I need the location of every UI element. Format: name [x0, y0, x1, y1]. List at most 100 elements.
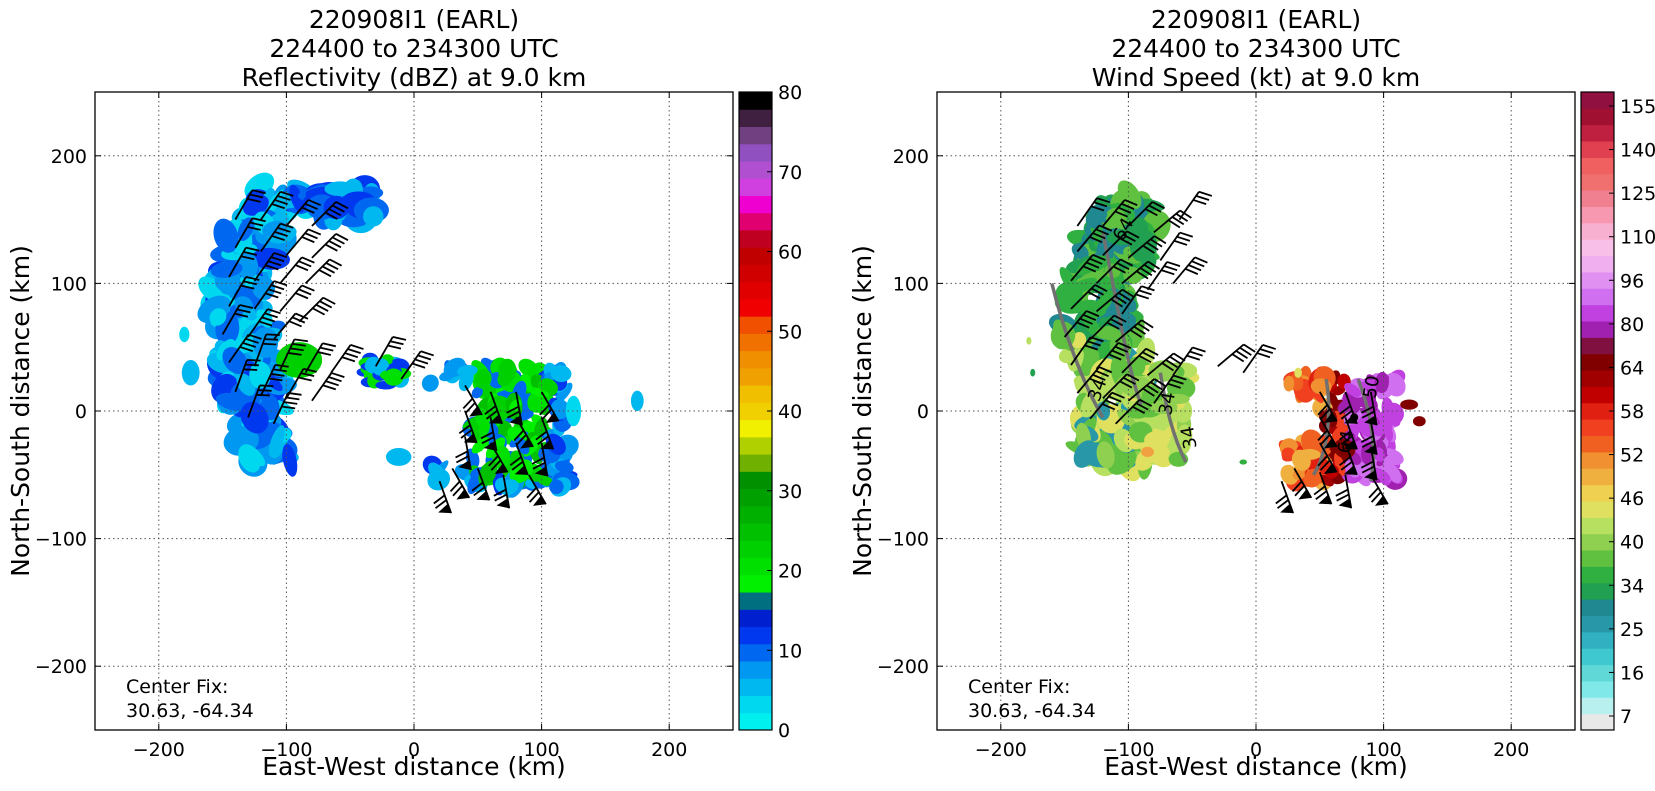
wind-barb-flag — [1126, 230, 1140, 239]
wind-barb — [234, 359, 261, 393]
wind-barb-pennant — [489, 414, 503, 424]
wind-barb-staff — [1319, 442, 1338, 473]
wind-barb — [285, 228, 322, 256]
wind-cell — [1096, 441, 1115, 469]
wind-cell — [1030, 368, 1036, 377]
wind-barb-flag — [420, 350, 434, 357]
wind-barb-flag — [1086, 310, 1100, 318]
wind-barb-flag — [509, 456, 522, 466]
wind-barb-flag — [1095, 228, 1109, 236]
wind-barb-flag — [506, 405, 520, 414]
wind-barb — [228, 276, 260, 307]
colorbar-segment — [1581, 108, 1614, 126]
wind-barb-staff — [253, 280, 275, 310]
wind-barb-flag — [1138, 354, 1152, 363]
wind-barb — [449, 467, 471, 500]
wind-barb-flag — [526, 487, 537, 499]
wind-barb-flag — [304, 232, 318, 240]
wind-barb-flag — [322, 296, 336, 305]
colorbar-segment — [1581, 550, 1614, 567]
wind-barb-flag — [1165, 359, 1178, 368]
wind-cell — [1382, 402, 1404, 425]
x-tick-label: 100 — [1365, 739, 1401, 761]
colorbar-segment — [739, 126, 772, 145]
wind-barb-flag — [270, 256, 285, 263]
echo-cell — [545, 433, 566, 455]
wind-barb-flag — [390, 340, 404, 346]
colorbar-segment — [1581, 370, 1614, 387]
wind-barb — [1368, 474, 1389, 506]
wind-barb — [1089, 391, 1125, 420]
wind-barb-flag — [317, 351, 331, 356]
wind-barb — [493, 474, 511, 509]
wind-barb — [298, 296, 336, 323]
wind-barb-staff — [1115, 319, 1143, 343]
colorbar-tick-label: 70 — [778, 162, 802, 184]
colorbar-segment — [739, 454, 772, 472]
wind-barb — [1076, 197, 1111, 227]
wind-barb-staff — [1121, 285, 1143, 315]
wind-barb-flag — [291, 316, 306, 324]
wind-barb — [1095, 288, 1135, 313]
colorbar-segment — [739, 178, 772, 196]
wind-barb — [253, 280, 288, 310]
wind-barb-flag — [434, 499, 447, 509]
wind-barb-flag — [1179, 231, 1194, 238]
colorbar-segment — [739, 298, 772, 317]
echo-cell — [457, 364, 478, 377]
wind-barb-flag — [273, 280, 288, 287]
wind-barb-flag — [1195, 194, 1210, 201]
wind-barb-flag — [1139, 267, 1153, 277]
wind-barb-flag — [1108, 395, 1122, 403]
echo-cell — [537, 475, 553, 486]
wind-barb-pennant — [1364, 415, 1377, 426]
wind-barb-staff — [1115, 399, 1141, 425]
wind-barb-flag — [1361, 410, 1375, 419]
wind-barb-staff — [1102, 373, 1128, 399]
colorbar-segment — [739, 574, 772, 593]
wind-barb-flag — [287, 392, 302, 396]
colorbar-segment — [739, 557, 772, 576]
colorbar-segment — [1581, 680, 1614, 698]
center-fix-value: 30.63, -64.34 — [968, 700, 1096, 722]
wind-barb-flag — [265, 292, 279, 299]
colorbar-segment — [1581, 271, 1614, 289]
colorbar-segment — [739, 316, 772, 334]
wind-barb-flag — [1110, 298, 1123, 308]
wind-barb-flag — [277, 226, 291, 233]
wind-barb-staff — [228, 247, 247, 278]
colorbar-tick-label: 30 — [778, 481, 802, 503]
wind-barb-flag — [243, 368, 258, 371]
colorbar-segment — [739, 109, 772, 127]
wind-barb — [1063, 310, 1100, 338]
wind-barb-staff — [1172, 256, 1196, 284]
colorbar-segment — [739, 333, 772, 352]
reflectivity-colorbar: 80 70 60 50 40 30 20 10 0 — [738, 82, 802, 742]
wind-barb-flag — [1315, 490, 1328, 500]
wind-barb-flag — [325, 262, 339, 271]
colorbar-segment — [1581, 631, 1614, 649]
wind-barb-flag — [1188, 264, 1202, 272]
wind-cell — [1281, 447, 1296, 462]
wind-cell — [1383, 454, 1396, 467]
wind-barb-staff — [1172, 346, 1194, 376]
wind-barb-flag — [1150, 238, 1163, 248]
wind-barb-flag — [295, 264, 309, 272]
wind-barb — [455, 436, 472, 471]
wind-barb — [1335, 474, 1353, 509]
wind-barb-flag — [319, 346, 334, 352]
colorbar-tick-label: 10 — [778, 640, 802, 662]
y-tick-label: 0 — [75, 401, 87, 423]
wind-barb-flag — [301, 284, 315, 292]
wind-barb-flag — [1079, 317, 1093, 325]
echo-cell — [276, 342, 323, 378]
wind-barb-staff — [298, 297, 324, 323]
colorbar-segment — [739, 195, 772, 214]
wind-barb-flag — [1262, 344, 1276, 350]
wind-barb-staff — [1070, 336, 1092, 366]
y-tick-label: −100 — [35, 529, 87, 551]
wind-barb-flag — [1153, 378, 1167, 388]
wind-barb-staff — [228, 334, 250, 364]
wind-barb-flag — [257, 389, 272, 392]
wind-barb-flag — [256, 393, 270, 397]
